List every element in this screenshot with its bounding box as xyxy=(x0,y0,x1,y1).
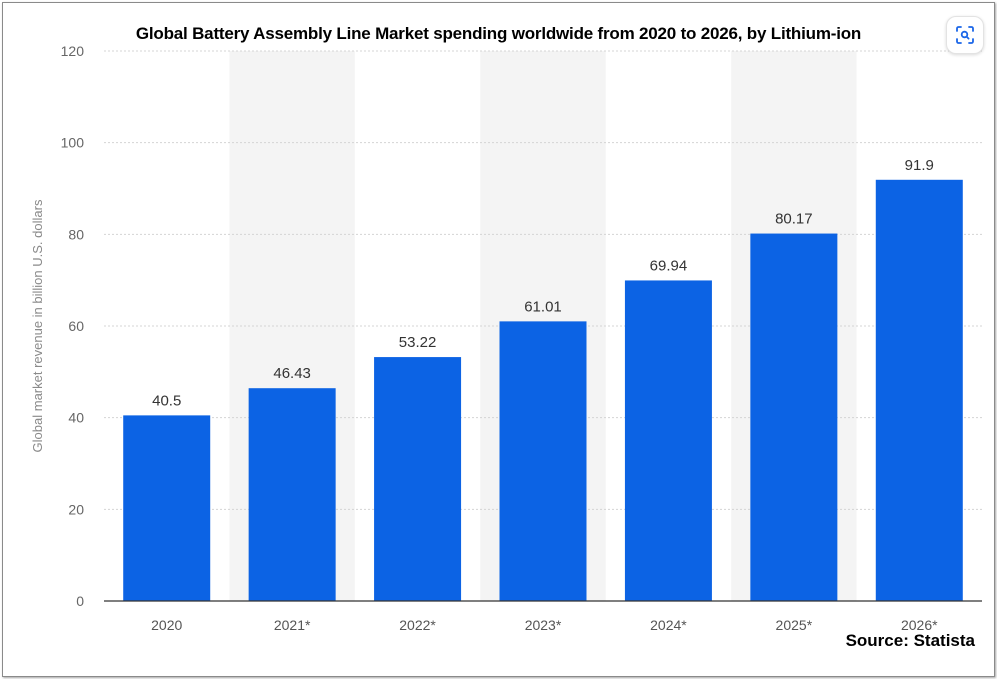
data-label: 91.9 xyxy=(905,157,934,174)
y-tick-label: 0 xyxy=(76,593,84,609)
y-tick-label: 80 xyxy=(68,226,84,242)
chart-title: Global Battery Assembly Line Market spen… xyxy=(135,24,862,43)
bar xyxy=(123,415,211,601)
x-tick-label: 2023* xyxy=(525,617,562,633)
bars xyxy=(123,179,963,601)
y-tick-label: 60 xyxy=(68,318,84,334)
bar xyxy=(374,357,462,601)
data-label: 61.01 xyxy=(524,298,562,315)
scan-button[interactable] xyxy=(946,16,984,54)
y-axis-ticks: 0 20 40 60 80 100 120 xyxy=(61,43,85,609)
data-label: 53.22 xyxy=(399,334,437,351)
bar xyxy=(875,179,963,601)
x-tick-label: 2024* xyxy=(650,617,687,633)
data-label: 80.17 xyxy=(775,211,813,228)
data-label: 46.43 xyxy=(273,365,311,382)
y-axis-label: Global market revenue in billion U.S. do… xyxy=(30,199,45,452)
y-tick-label: 40 xyxy=(68,410,84,426)
x-tick-label: 2020 xyxy=(151,617,182,633)
x-tick-label: 2026* xyxy=(901,617,938,633)
data-label: 40.5 xyxy=(152,392,181,409)
data-labels: 40.5 46.43 53.22 61.01 69.94 80.17 91.9 xyxy=(152,157,934,410)
x-tick-label: 2022* xyxy=(399,617,436,633)
bar xyxy=(248,388,336,601)
x-tick-label: 2021* xyxy=(274,617,311,633)
bar xyxy=(499,321,587,601)
data-label: 69.94 xyxy=(650,257,688,274)
source-label: Source: Statista xyxy=(845,631,975,650)
y-tick-label: 100 xyxy=(61,135,85,151)
bar xyxy=(750,233,838,601)
x-axis-ticks: 2020 2021* 2022* 2023* 2024* 2025* 2026* xyxy=(151,617,938,633)
bar xyxy=(624,280,712,601)
scan-search-icon xyxy=(956,26,974,44)
y-tick-label: 20 xyxy=(68,501,84,517)
x-tick-label: 2025* xyxy=(776,617,813,633)
y-tick-label: 120 xyxy=(61,43,85,59)
